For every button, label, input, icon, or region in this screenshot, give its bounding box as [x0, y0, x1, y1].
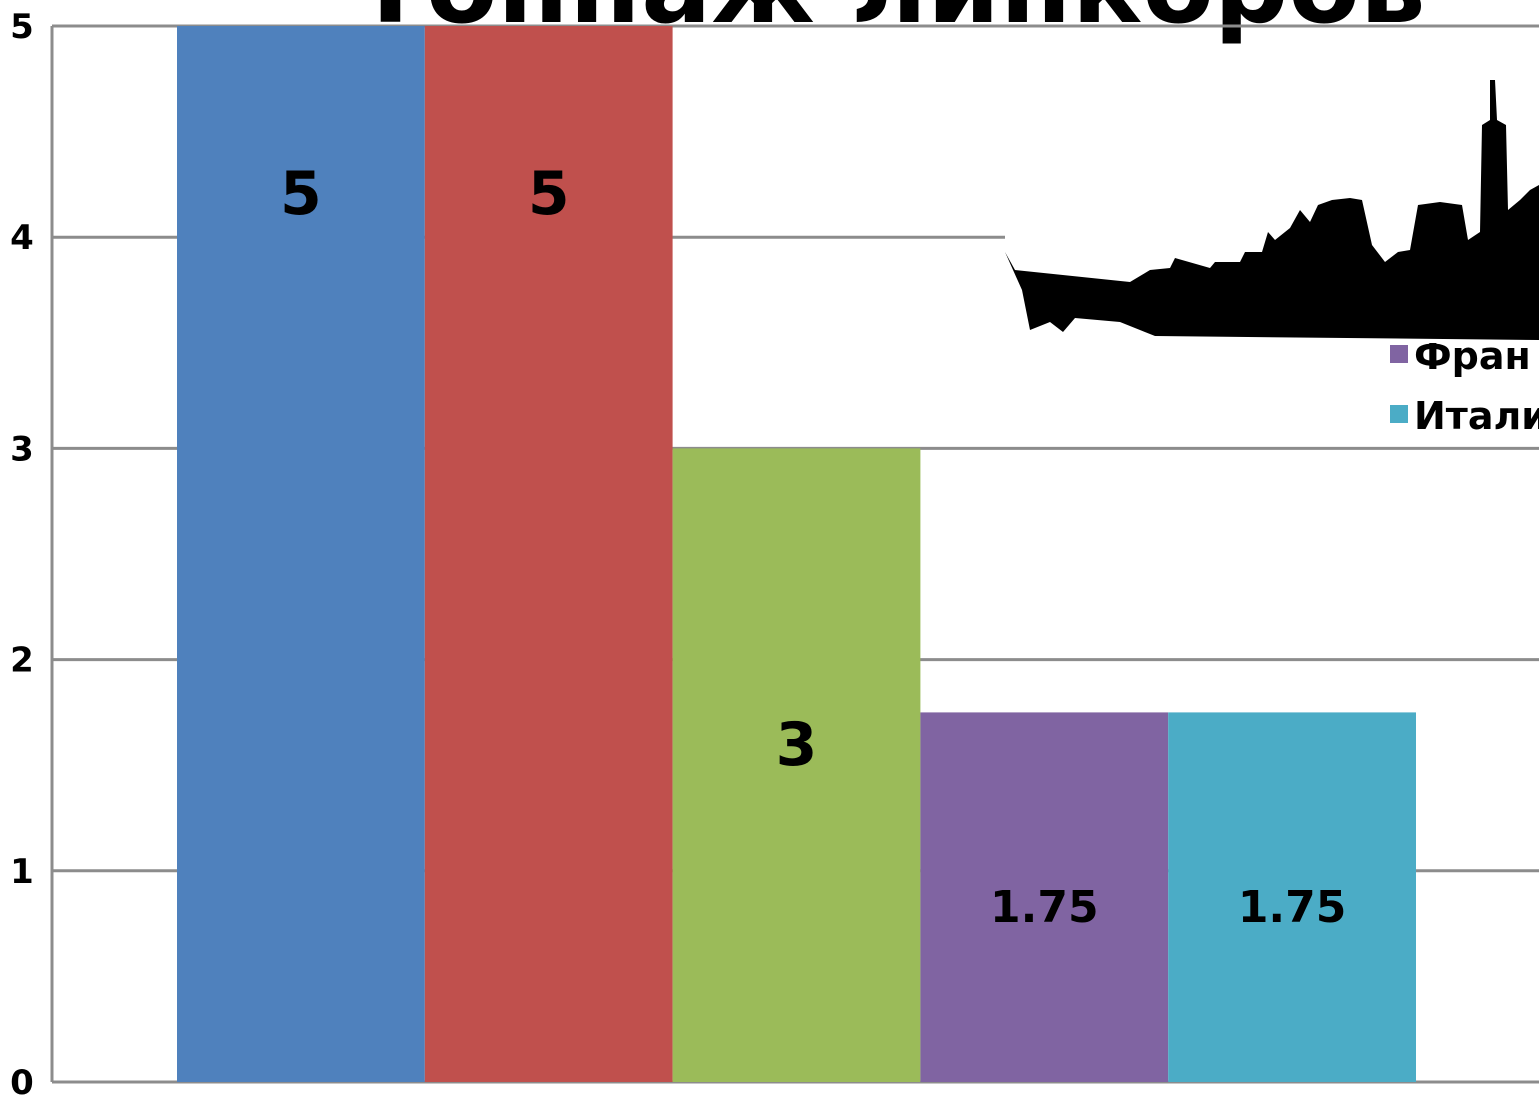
y-tick-label: 1 — [10, 852, 34, 892]
data-label: 3 — [776, 710, 818, 780]
bar — [920, 712, 1169, 1082]
data-label: 5 — [280, 159, 322, 229]
y-tick-label: 3 — [10, 429, 34, 469]
data-label: 1.75 — [1238, 882, 1347, 933]
y-tick-label: 4 — [10, 218, 34, 258]
data-label: 5 — [528, 159, 570, 229]
y-tick-label: 0 — [10, 1063, 34, 1098]
legend-label: Итали — [1414, 394, 1539, 438]
bar — [672, 448, 921, 1082]
bar — [177, 26, 425, 1082]
legend-marker — [1390, 405, 1408, 423]
data-label: 1.75 — [990, 882, 1099, 933]
y-tick-label: 2 — [10, 641, 34, 681]
y-tick-label: 5 — [10, 7, 34, 47]
bar — [1168, 712, 1416, 1082]
bar — [424, 26, 673, 1082]
legend-marker — [1390, 345, 1408, 363]
ship-silhouette — [1005, 60, 1539, 343]
